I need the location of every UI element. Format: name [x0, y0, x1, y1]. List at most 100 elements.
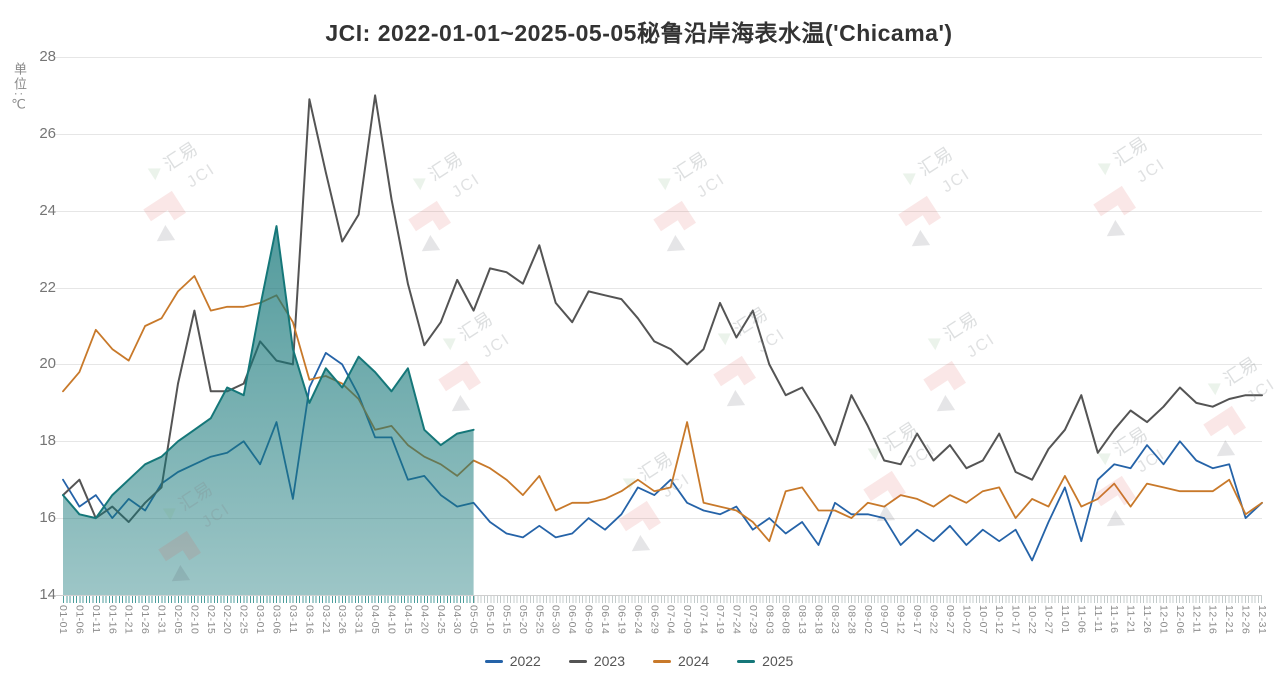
x-axis-tick-label: 02-25 — [237, 605, 250, 635]
x-axis-tick-label: 12-16 — [1206, 605, 1219, 635]
x-axis-tick-label: 06-14 — [599, 605, 611, 635]
x-axis-tick-label: 12-26 — [1239, 605, 1252, 635]
x-axis-tick-label: 09-12 — [894, 605, 907, 635]
x-axis-tick-label: 01-11 — [89, 605, 102, 634]
x-axis-tick-label: 07-14 — [697, 605, 710, 635]
y-axis-tick-label: 26 — [39, 124, 56, 142]
x-axis-tick-label: 11-11 — [1091, 605, 1104, 633]
x-axis-tick-label: 05-20 — [516, 605, 529, 635]
x-axis-line — [55, 595, 1262, 596]
x-axis-tick-label: 05-15 — [500, 605, 513, 635]
x-axis-tick-label: 06-09 — [582, 605, 595, 635]
x-axis-tick-label: 11-06 — [1075, 605, 1088, 634]
x-axis-tick-label: 03-11 — [286, 605, 299, 634]
x-axis-tick-label: 07-29 — [746, 605, 759, 635]
y-axis-tick-label: 22 — [39, 278, 56, 296]
x-axis-tick-label: 08-13 — [796, 605, 809, 635]
x-axis-tick-label: 02-05 — [171, 605, 184, 635]
x-axis-tick-label: 05-30 — [549, 605, 562, 635]
x-axis-tick-label: 12-31 — [1256, 605, 1268, 635]
gridline — [55, 441, 1262, 443]
x-axis-tick-label: 05-10 — [484, 605, 497, 635]
x-axis-tick-label: 03-21 — [319, 605, 332, 635]
x-axis-tick-label: 02-20 — [221, 605, 234, 635]
x-axis-tick-label: 03-26 — [336, 605, 349, 635]
legend-item-2023[interactable]: 2023 — [568, 653, 625, 669]
x-axis-tick-label: 03-31 — [352, 605, 365, 635]
x-axis-tick-label: 12-06 — [1173, 605, 1186, 635]
x-axis-tick-label: 01-26 — [139, 605, 152, 635]
y-axis-tick-label: 14 — [39, 586, 56, 603]
x-axis-daily-ticks-2025 — [63, 596, 474, 603]
x-axis-tick-label: 02-10 — [188, 605, 201, 635]
x-axis-tick-label: 08-18 — [812, 605, 825, 635]
x-axis-tick-label: 10-07 — [976, 605, 989, 635]
x-axis-tick-label: 09-07 — [878, 605, 891, 635]
x-axis-tick-label: 09-27 — [943, 605, 956, 635]
x-axis-tick-label: 02-15 — [204, 605, 217, 635]
x-axis-tick-label: 07-09 — [681, 605, 694, 635]
legend-item-2022[interactable]: 2022 — [484, 653, 541, 669]
x-axis-tick-label: 06-19 — [615, 605, 628, 635]
x-axis-tick-label: 09-17 — [911, 605, 924, 635]
gridline — [55, 57, 1262, 58]
legend-marker-2025 — [737, 659, 756, 663]
x-axis-tick-label: 05-05 — [467, 605, 480, 635]
x-axis-tick-label: 11-21 — [1124, 605, 1137, 634]
legend-marker-2024 — [653, 659, 671, 663]
page-title: JCI: 2022-01-01~2025-05-05秘鲁沿岸海表水温('Chic… — [325, 20, 953, 46]
x-axis-daily-ticks — [474, 596, 1262, 603]
legend-label: 2025 — [762, 653, 794, 669]
x-axis-tick-label: 04-25 — [434, 605, 447, 635]
x-axis-tick-label: 08-23 — [828, 605, 841, 635]
x-axis-tick-label: 07-19 — [713, 605, 726, 635]
x-axis-tick-label: 10-27 — [1042, 605, 1055, 635]
x-axis-tick-label: 04-30 — [451, 605, 464, 635]
gridline — [55, 518, 1262, 520]
x-axis-tick-label: 04-20 — [418, 605, 431, 635]
x-axis-tick-label: 09-02 — [861, 605, 874, 635]
gridline — [55, 364, 1262, 366]
x-axis-tick-label: 12-21 — [1223, 605, 1236, 635]
x-axis-tick-label: 11-01 — [1058, 605, 1071, 634]
y-axis-tick-label: 20 — [39, 355, 56, 373]
x-axis-tick-label: 01-31 — [155, 605, 168, 635]
series-line-2025[interactable] — [62, 225, 475, 520]
x-axis-tick-label: 12-11 — [1190, 605, 1203, 634]
x-axis-tick-label: 10-22 — [1026, 605, 1039, 635]
plot-area — [62, 57, 1263, 595]
x-axis-tick-label: 03-16 — [303, 605, 316, 635]
series-area-2025[interactable] — [63, 226, 474, 595]
x-axis-tick-label: 10-12 — [993, 605, 1006, 635]
y-axis-tick-label: 16 — [39, 509, 56, 527]
x-axis-tick-label: 06-29 — [648, 605, 661, 635]
x-axis-tick-label: 10-02 — [960, 605, 973, 635]
x-axis-tick-label: 03-06 — [270, 605, 283, 635]
legend-item-2024[interactable]: 2024 — [653, 653, 709, 669]
x-axis-tick-label: 01-01 — [57, 605, 69, 635]
gridline — [55, 287, 1262, 289]
gridline — [55, 210, 1262, 212]
x-axis-tick-label: 10-17 — [1009, 605, 1022, 635]
x-axis-tick-label: 12-01 — [1157, 605, 1170, 635]
x-axis-tick-label: 04-10 — [385, 605, 398, 635]
legend-label: 2022 — [509, 653, 541, 669]
x-axis-tick-label: 01-16 — [106, 605, 119, 635]
y-axis-tick-label: 28 — [39, 48, 56, 65]
x-axis-tick-label: 01-21 — [122, 605, 135, 635]
series-plot[interactable] — [62, 57, 1263, 595]
x-axis-tick-label: 07-24 — [730, 605, 743, 635]
y-axis-tick-label: 18 — [39, 432, 56, 450]
x-axis-tick-label: 08-03 — [763, 605, 776, 635]
x-axis-tick-label: 08-08 — [779, 605, 792, 635]
gridline — [55, 133, 1262, 135]
y-axis-unit-label: 单位:℃ — [12, 62, 27, 115]
legend-item-2025[interactable]: 2025 — [737, 653, 793, 669]
legend-label: 2024 — [678, 653, 710, 669]
x-axis-tick-label: 08-28 — [845, 605, 858, 635]
x-axis-tick-label: 06-04 — [566, 605, 579, 635]
x-axis-tick-label: 05-25 — [533, 605, 546, 635]
x-axis-tick-label: 11-26 — [1141, 605, 1154, 634]
legend: 2022 2023 2024 2025 — [0, 653, 1278, 669]
